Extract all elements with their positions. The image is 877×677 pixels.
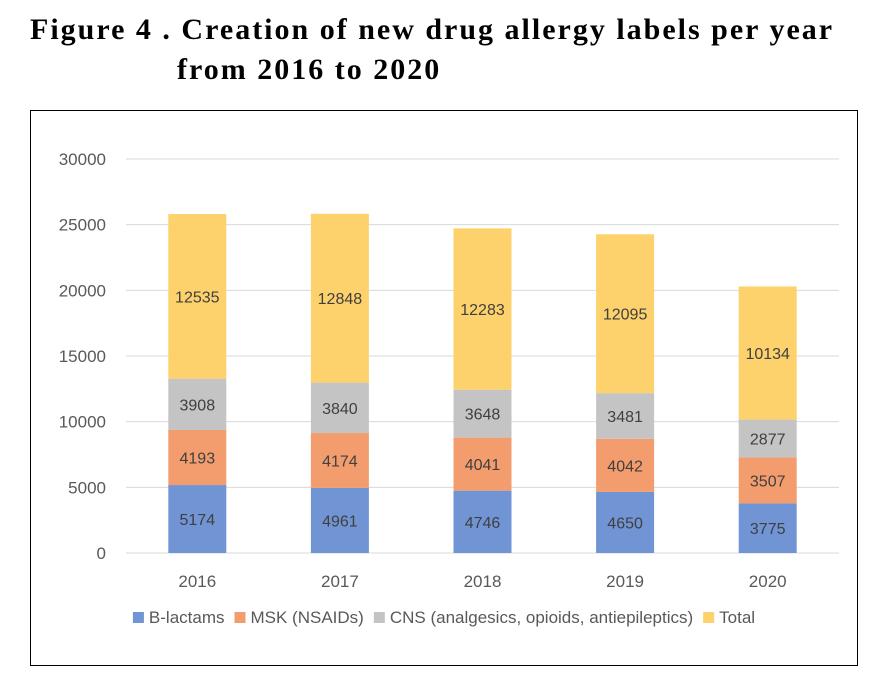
data-label: 2877 [750,431,786,448]
y-axis: 0 5000 10000 15000 20000 25000 30000 [59,150,106,563]
data-label: 4650 [607,515,643,532]
x-tick-label: 2020 [749,572,787,591]
legend-label: Total [719,608,755,627]
bar-segment-cns-2017 [310,382,369,434]
bar-segment-cns-2018 [453,389,512,438]
bar-segment-cns-2016 [168,378,227,430]
data-label: 4746 [465,515,501,532]
data-label: 3648 [465,407,501,424]
data-label: 4193 [180,451,216,468]
x-tick-label: 2018 [464,572,502,591]
legend: B-lactams MSK (NSAIDs) CNS (analgesics, op… [132,608,755,627]
data-label: 12283 [460,302,505,319]
figure-title: Figure 4 . Creation of new drug allergy … [30,10,870,90]
chart-frame: 0 5000 10000 15000 20000 25000 30000 5174 4193 3… [30,110,858,666]
bar-segment-msk-2017 [310,433,369,488]
legend-label: B-lactams [149,608,225,627]
y-tick-label: 20000 [59,281,106,300]
data-label: 3775 [750,521,786,538]
bar-segment-msk-2019 [596,438,655,492]
x-tick-label: 2016 [178,572,216,591]
y-tick-label: 15000 [59,347,106,366]
bar-segment-b-lactams-2016 [168,485,227,553]
legend-swatch [703,612,715,623]
y-tick-label: 0 [97,544,106,563]
data-label: 3507 [750,473,786,490]
data-label: 3481 [607,409,643,426]
bar-segment-total-2017 [310,213,369,383]
stacked-bar-chart: 0 5000 10000 15000 20000 25000 30000 5174 4193 3… [59,150,839,627]
bar-segment-b-lactams-2020 [738,503,797,553]
legend-label: CNS (analgesics, opioids, antiepileptics… [390,608,693,627]
bar-segment-cns-2019 [596,393,655,439]
y-tick-label: 5000 [68,478,106,497]
bar-segment-total-2019 [596,234,655,394]
data-label: 12535 [175,289,220,306]
data-label: 4174 [322,453,358,470]
y-tick-label: 10000 [59,413,106,432]
data-label: 3840 [322,401,358,418]
bar-segment-msk-2020 [738,457,797,504]
legend-swatch [373,612,385,623]
figure-title-line2: from 2016 to 2020 [177,53,442,86]
legend-swatch [132,612,144,623]
data-label: 4042 [607,458,643,475]
bar-segment-msk-2016 [168,429,227,486]
bar-segment-total-2020 [738,286,797,420]
bar-segment-total-2016 [168,214,227,379]
x-tick-label: 2017 [321,572,359,591]
data-label: 12848 [318,291,363,308]
data-label: 4961 [322,513,358,530]
y-tick-label: 25000 [59,216,106,235]
data-label: 10134 [745,346,790,363]
bar-segment-b-lactams-2017 [310,487,369,553]
data-label: 12095 [603,307,648,324]
legend-swatch [234,612,246,623]
bars: 5174 4193 3908 12535 4961 4174 3840 12848 4746 40… [168,213,797,553]
y-tick-label: 30000 [59,150,106,169]
bar-segment-b-lactams-2018 [453,490,512,553]
figure-title-line1: Figure 4 . Creation of new drug allergy … [30,13,835,46]
data-label: 3908 [180,397,216,414]
data-label: 5174 [180,512,216,529]
bar-segment-total-2018 [453,228,512,390]
x-axis: 2016 2017 2018 2019 2020 [178,572,786,591]
bar-segment-b-lactams-2019 [596,491,655,553]
bar-segment-msk-2018 [453,437,512,491]
x-tick-label: 2019 [606,572,644,591]
data-label: 4041 [465,457,501,474]
bar-segment-cns-2020 [738,419,797,458]
legend-label: MSK (NSAIDs) [251,608,364,627]
